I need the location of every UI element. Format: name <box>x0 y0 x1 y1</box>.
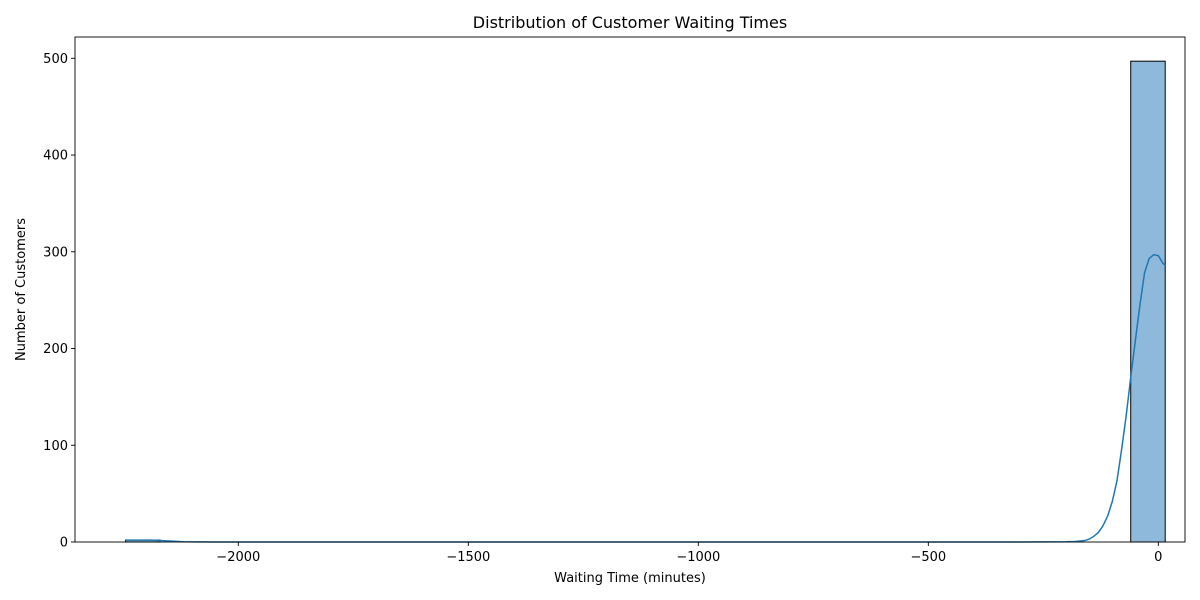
x-tick-label: 0 <box>1154 550 1162 565</box>
histogram-bars <box>125 60 1166 543</box>
x-tick-label: −1000 <box>676 550 720 565</box>
y-tick-label: 200 <box>43 342 68 357</box>
y-tick-label: 400 <box>43 149 68 164</box>
x-axis-ticks: −2000 −1500 −1000 −500 0 <box>216 542 1162 565</box>
chart-title: Distribution of Customer Waiting Times <box>473 13 787 32</box>
y-tick-label: 500 <box>43 52 68 67</box>
x-tick-label: −2000 <box>216 550 260 565</box>
y-axis-title: Number of Customers <box>14 218 29 361</box>
plot-frame <box>74 36 1186 543</box>
x-tick-label: −1500 <box>446 550 490 565</box>
y-tick-label: 100 <box>43 439 68 454</box>
y-tick-label: 300 <box>43 245 68 260</box>
histogram-bar <box>1130 60 1166 543</box>
y-axis-ticks: 0 100 200 300 400 500 <box>43 52 75 551</box>
x-axis-title: Waiting Time (minutes) <box>554 571 706 586</box>
y-tick-label: 0 <box>60 536 68 551</box>
x-tick-label: −500 <box>910 550 946 565</box>
